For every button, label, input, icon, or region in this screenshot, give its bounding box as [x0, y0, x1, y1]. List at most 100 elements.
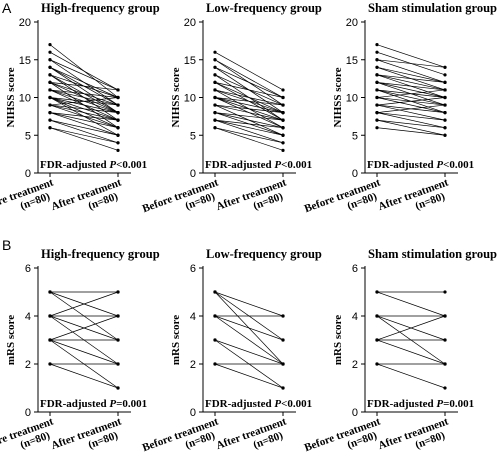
point-after	[443, 65, 447, 69]
paired-line	[376, 89, 446, 98]
p-value-number: =0.001	[443, 398, 474, 410]
y-axis-label: mRS score	[332, 315, 344, 365]
point-after	[116, 126, 120, 130]
paired-line	[214, 82, 284, 98]
point-before	[213, 362, 217, 366]
y-tick-label: 20	[184, 17, 196, 29]
chart-title: Sham stimulation group	[368, 1, 497, 15]
point-after	[116, 314, 120, 318]
point-after	[281, 111, 285, 115]
paired-line	[49, 315, 119, 341]
x-tick-label: Before treatment(n=80)	[141, 415, 225, 463]
x-tick-label: Before treatment(n=80)	[0, 415, 59, 463]
point-after	[281, 133, 285, 137]
point-after	[281, 148, 285, 152]
point-before	[213, 80, 217, 84]
chart-title: High-frequency group	[41, 1, 160, 15]
paired-line	[376, 97, 446, 113]
point-before	[48, 290, 52, 294]
y-tick-label: 10	[346, 93, 358, 105]
paired-line	[49, 339, 119, 389]
point-after	[281, 95, 285, 100]
point-after	[443, 80, 447, 84]
x-tick-label: After treatment(n=80)	[215, 415, 293, 463]
paired-line	[49, 59, 119, 91]
point-before	[48, 103, 52, 107]
point-after	[443, 126, 447, 130]
paired-line	[49, 82, 119, 91]
paired-line	[376, 339, 446, 365]
point-before	[213, 314, 217, 318]
point-before	[48, 73, 52, 77]
point-before	[375, 362, 379, 366]
point-after	[116, 386, 120, 390]
point-before	[48, 65, 52, 69]
paired-line	[376, 119, 446, 129]
x-tick-label: After treatment(n=80)	[377, 176, 455, 224]
y-axis-label: mRS score	[5, 315, 17, 365]
paired-line	[214, 363, 284, 389]
p-value-prefix: FDR-adjusted	[367, 159, 436, 171]
paired-line	[49, 51, 119, 91]
p-value-symbol: P	[436, 159, 443, 171]
point-before	[375, 118, 379, 122]
y-tick-label: 6	[190, 263, 196, 275]
paired-line	[376, 104, 446, 121]
point-after	[116, 111, 120, 115]
point-after	[443, 103, 447, 107]
paired-line	[214, 119, 284, 136]
paired-line	[49, 104, 119, 121]
paired-line	[49, 67, 119, 113]
point-before	[213, 118, 217, 122]
y-tick-label: 6	[25, 263, 31, 275]
y-tick-label: 10	[184, 93, 196, 105]
point-before	[375, 73, 379, 77]
p-value-annotation: FDR-adjusted P<0.001	[205, 398, 312, 410]
chart-4: High-frequency group 0 2 4 6 mRS score Before …	[0, 247, 160, 463]
paired-line	[49, 339, 119, 365]
p-value-prefix: FDR-adjusted	[40, 159, 109, 171]
p-value-symbol: P	[274, 159, 281, 171]
paired-line	[49, 112, 119, 121]
point-after	[443, 386, 447, 390]
x-tick-label: After treatment(n=80)	[50, 415, 128, 463]
point-before	[213, 111, 217, 115]
point-after	[116, 290, 120, 294]
point-after	[443, 314, 447, 318]
point-before	[213, 126, 217, 130]
point-after	[443, 118, 447, 122]
paired-line	[214, 339, 284, 365]
point-before	[48, 58, 52, 62]
point-before	[48, 88, 52, 92]
paired-line	[376, 104, 446, 113]
paired-line	[376, 127, 446, 136]
point-after	[116, 118, 120, 122]
paired-line	[49, 112, 119, 136]
paired-line	[214, 89, 284, 106]
paired-line	[214, 104, 284, 113]
paired-line	[49, 112, 119, 129]
y-tick-label: 2	[352, 359, 358, 371]
paired-line	[49, 119, 119, 136]
paired-line	[214, 104, 284, 121]
paired-line	[376, 363, 446, 389]
p-value-symbol: P	[436, 398, 443, 410]
p-value-symbol: P	[109, 159, 116, 171]
point-before	[375, 43, 379, 47]
paired-line	[214, 119, 284, 129]
paired-line	[49, 127, 119, 151]
y-axis-label: NIHSS score	[5, 67, 17, 127]
paired-line	[376, 44, 446, 68]
y-axis-label: mRS score	[170, 315, 182, 365]
paired-line	[49, 89, 119, 106]
paired-line	[49, 97, 119, 106]
x-tick-label: After treatment(n=80)	[215, 176, 293, 224]
p-value-annotation: FDR-adjusted P<0.001	[205, 159, 312, 171]
y-tick-label: 6	[352, 263, 358, 275]
point-before	[213, 73, 217, 77]
point-after	[443, 362, 447, 366]
point-before	[48, 111, 52, 115]
p-value-prefix: FDR-adjusted	[205, 159, 274, 171]
paired-line	[49, 363, 119, 389]
point-before	[48, 314, 52, 318]
